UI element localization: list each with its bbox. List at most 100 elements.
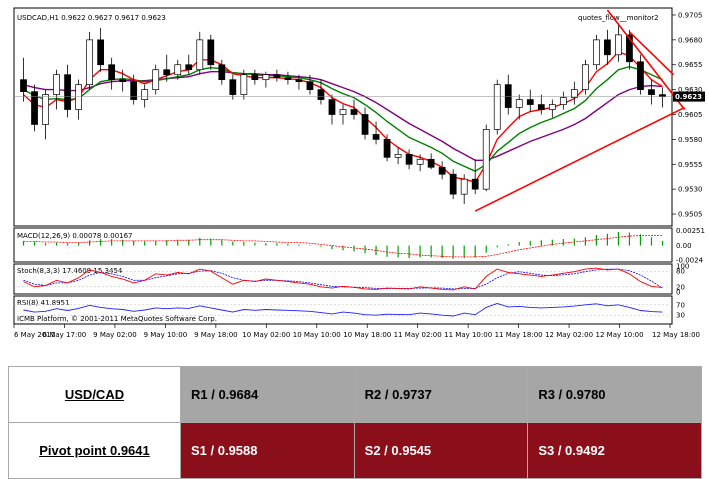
candles (20, 24, 666, 205)
candle-body (196, 39, 204, 71)
price-tick-label: 0.9530 (678, 186, 703, 194)
candle-body (537, 104, 545, 110)
stoch-tick-label: 20 (676, 283, 685, 291)
rsi-line (23, 303, 663, 317)
price-chart-area: USDCAD,H1 0.9622 0.9627 0.9617 0.9623 qu… (13, 7, 705, 339)
candle-body (295, 79, 303, 83)
candle-body (42, 94, 49, 125)
candle-body (119, 79, 127, 83)
indicator-name: quotes_flow__monitor2 (578, 14, 659, 22)
candle-body (626, 34, 633, 63)
candle-body (361, 114, 369, 135)
candle-body (659, 94, 666, 97)
candle-body (240, 74, 248, 95)
macd-histogram (22, 231, 664, 259)
rsi-tick-label: 70 (676, 301, 685, 309)
ma-purple-line (23, 70, 663, 162)
price-tick-label: 0.9680 (678, 36, 703, 44)
time-tick-label: 10 May 02:00 (242, 331, 290, 339)
rsi-label: RSI(8) 41.8951 (17, 299, 69, 307)
candle-body (593, 39, 600, 66)
candle-body (581, 64, 589, 90)
candle-body (504, 84, 512, 108)
candle-body (251, 74, 259, 81)
r3-cell: R3 / 0.9780 (527, 366, 702, 423)
candle-body (460, 178, 468, 195)
ma-red-line (23, 50, 663, 184)
stoch-tick-label: 0 (676, 289, 680, 297)
pivot-cell: Pivot point 0.9641 (8, 422, 181, 479)
price-tick-label: 0.9630 (678, 86, 703, 94)
candle-body (615, 34, 622, 56)
price-tick-label: 0.9505 (678, 211, 703, 219)
price-axis: 0.9705 0.9680 0.9655 0.9630 0.9605 0.9580 0.95… (672, 11, 703, 219)
macd-tick-label: -0.0024 (676, 256, 704, 264)
current-price-marker: 0.9623 (14, 91, 705, 102)
candle-body (416, 158, 424, 165)
candle-body (152, 69, 160, 90)
current-price-label: 0.9623 (675, 93, 702, 101)
candle-body (141, 89, 149, 100)
stoch-lines (14, 267, 672, 291)
price-tick-label: 0.9555 (678, 161, 703, 169)
candle-body (493, 84, 501, 130)
candle-body (339, 109, 347, 115)
s1-cell: S1 / 0.9588 (180, 422, 355, 479)
candle-body (284, 77, 292, 81)
pivot-label: Pivot point 0.9641 (39, 443, 150, 458)
symbol-header: USDCAD,H1 0.9622 0.9627 0.9617 0.9623 (17, 14, 166, 22)
copyright-text: ICMB Platform, © 2001-2011 MetaQuotes So… (17, 315, 217, 323)
candle-body (383, 139, 391, 158)
candle-body (438, 166, 446, 175)
candle-body (548, 104, 556, 110)
price-tick-label: 0.9580 (678, 136, 703, 144)
time-tick-label: 9 May 18:00 (194, 331, 238, 339)
candle-body (427, 158, 435, 168)
candle-body (471, 178, 479, 190)
time-tick-label: 9 May 10:00 (144, 331, 188, 339)
candle-body (570, 89, 578, 98)
candle-body (559, 97, 567, 105)
pivot-table: USD/CAD R1 / 0.9684 R2 / 0.9737 R3 / 0.9… (8, 366, 702, 479)
price-tick-label: 0.9705 (678, 11, 703, 19)
candle-body (648, 89, 655, 95)
macd-tick-label: 0.00251 (676, 227, 705, 235)
time-tick-label: 11 May 02:00 (394, 331, 442, 339)
time-tick-label: 11 May 18:00 (495, 331, 543, 339)
candle-body (185, 64, 193, 71)
chart-svg: USDCAD,H1 0.9622 0.9627 0.9617 0.9623 qu… (13, 7, 705, 339)
candle-body (86, 39, 93, 86)
macd-label: MACD(12,26,9) 0.00078 0.00167 (17, 232, 133, 240)
macd-signal-line (23, 235, 663, 258)
time-tick-label: 6 May 17:00 (43, 331, 87, 339)
s3-cell: S3 / 0.9492 (527, 422, 702, 479)
time-tick-label: 10 May 10:00 (293, 331, 341, 339)
stoch-label: Stoch(8,3,3) 17.4609 15.3454 (17, 267, 123, 275)
candle-body (31, 91, 38, 125)
candle-body (526, 99, 534, 105)
price-tick-label: 0.9605 (678, 111, 703, 119)
s2-cell: S2 / 0.9545 (353, 422, 529, 479)
candle-body (108, 64, 116, 81)
time-tick-label: 9 May 02:00 (93, 331, 137, 339)
candle-body (229, 79, 237, 95)
candle-body (405, 153, 413, 165)
time-tick-label: 12 May 18:00 (652, 331, 700, 339)
macd-axis: 0.00251 0.00 -0.0024 (676, 227, 705, 264)
stoch-tick-label: 80 (676, 268, 685, 276)
macd-panel (13, 227, 673, 263)
candle-body (350, 109, 358, 115)
trendline (606, 9, 686, 111)
pair-cell: USD/CAD (8, 366, 181, 423)
candle-body (218, 64, 226, 81)
candle-body (604, 39, 611, 56)
ma-green-line (23, 65, 663, 172)
trendlines (474, 9, 686, 212)
pair-label: USD/CAD (64, 387, 125, 402)
candle-body (207, 39, 215, 66)
candle-body (328, 99, 336, 115)
stoch-k-line (23, 267, 663, 291)
candle-body (394, 153, 402, 158)
